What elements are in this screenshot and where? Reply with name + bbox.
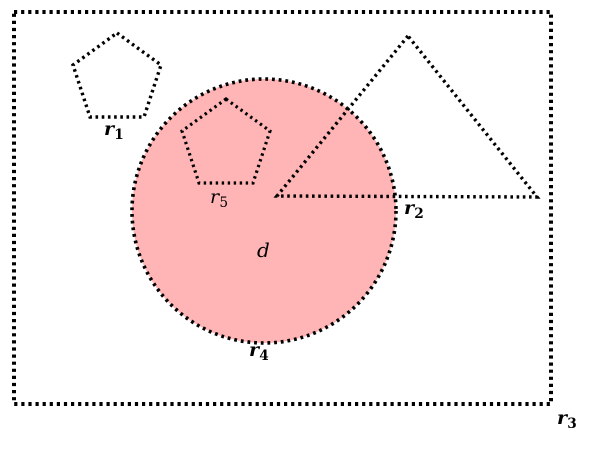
triangle-r2 <box>273 33 541 199</box>
label-d: d <box>257 240 270 260</box>
label-r4-subscript: 4 <box>259 347 269 364</box>
outer-rectangle-r3 <box>12 10 553 406</box>
label-r4-base: r <box>249 339 260 361</box>
label-r4: r4 <box>249 341 269 364</box>
label-r5-subscript: 5 <box>219 194 229 211</box>
label-r2-base: r <box>404 197 415 219</box>
label-r2-subscript: 2 <box>414 205 424 222</box>
label-d-base: d <box>257 238 270 262</box>
label-r1-base: r <box>104 118 115 140</box>
label-r3-base: r <box>557 407 568 429</box>
label-r5: r5 <box>210 188 228 211</box>
pentagon-r1 <box>70 30 164 119</box>
label-r1: r1 <box>104 120 124 143</box>
label-r3-subscript: 3 <box>567 415 577 432</box>
label-r3: r3 <box>557 409 577 432</box>
circle-r4-outline <box>130 77 398 345</box>
label-r2: r2 <box>404 199 424 222</box>
label-r5-base: r <box>210 186 220 208</box>
label-r1-subscript: 1 <box>114 126 124 143</box>
circle-d-fill <box>132 79 396 343</box>
